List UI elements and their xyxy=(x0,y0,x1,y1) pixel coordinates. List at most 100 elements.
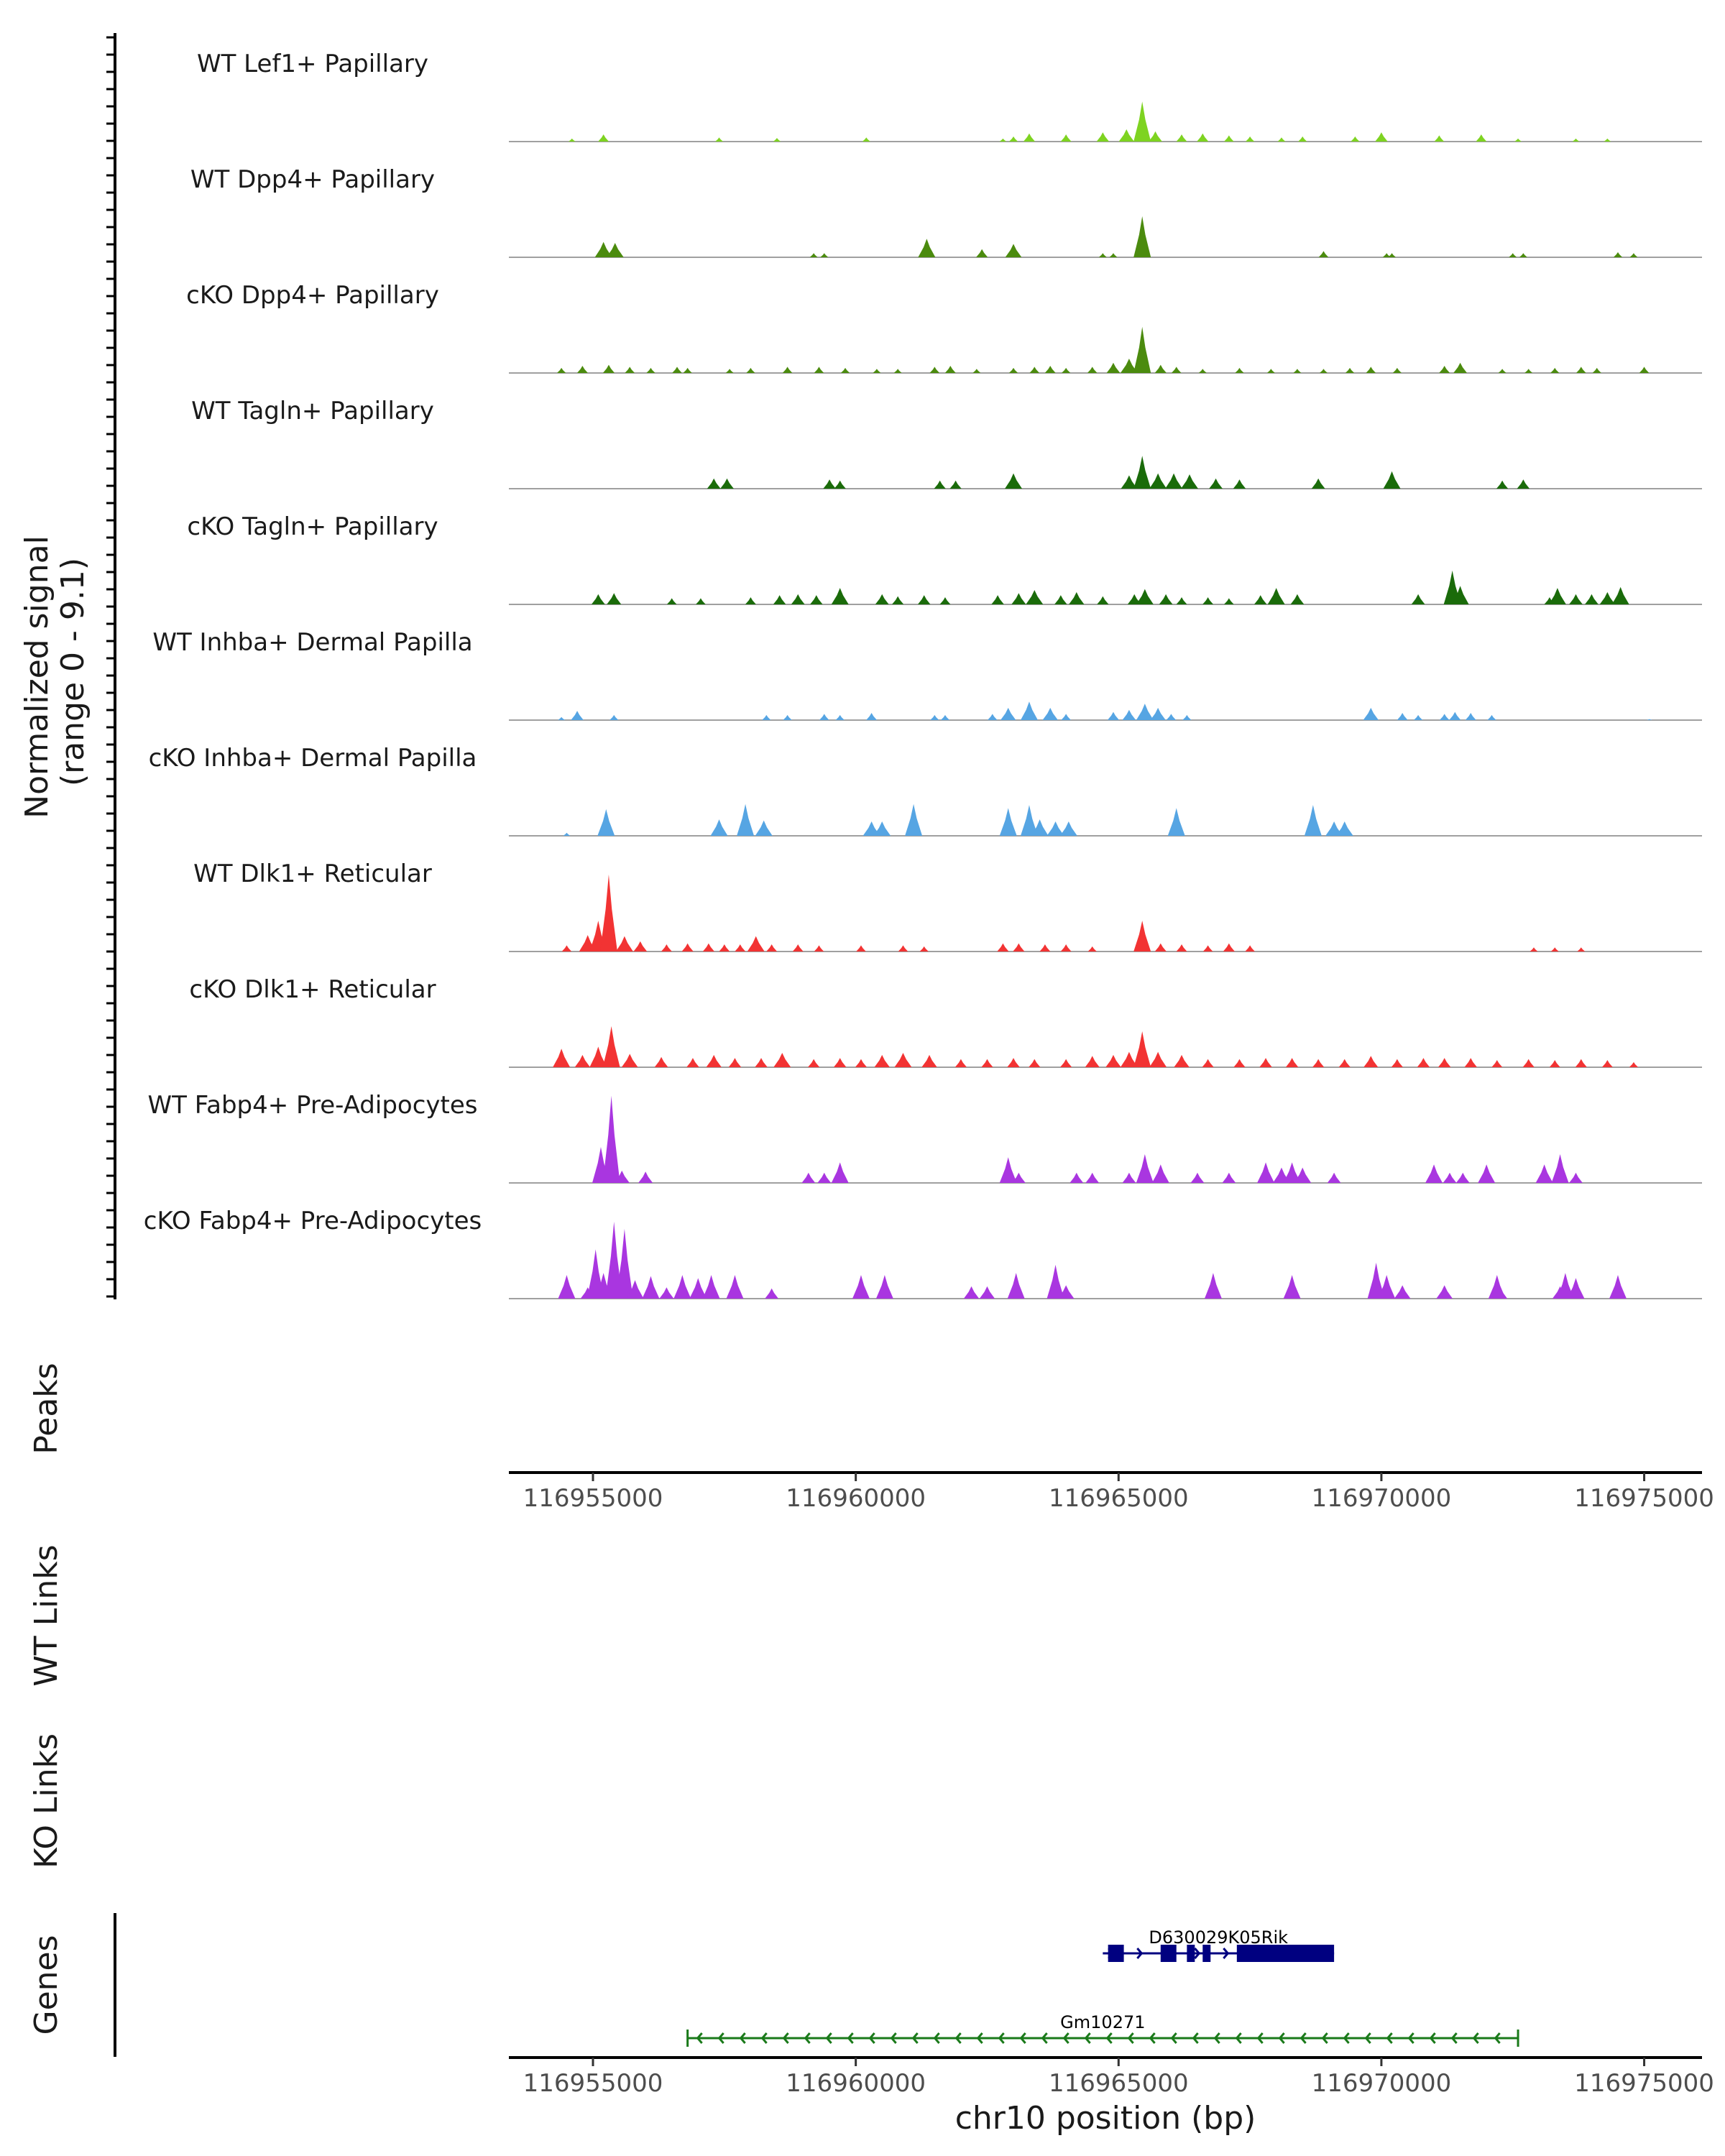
coverage-peak xyxy=(642,1276,660,1299)
track-label: WT Dpp4+ Papillary xyxy=(190,165,435,194)
coverage-peak xyxy=(1007,1273,1025,1299)
coverage-peak xyxy=(893,369,902,373)
coverage-peak xyxy=(875,594,889,604)
coverage-peak xyxy=(820,253,829,257)
strand-arrow xyxy=(976,2032,983,2044)
coverage-peak xyxy=(1042,707,1058,720)
coverage-peak xyxy=(1059,821,1077,836)
coverage-peak xyxy=(1136,704,1154,720)
coverage-peak xyxy=(605,1221,623,1299)
coverage-peak xyxy=(1222,1172,1236,1183)
coverage-peak xyxy=(1413,714,1423,720)
coverage-peak xyxy=(1283,1162,1301,1183)
coverage-peak xyxy=(747,936,765,952)
coverage-peak xyxy=(1118,129,1134,142)
track-1: WT Dpp4+ Papillary xyxy=(190,165,1702,258)
coverage-peak xyxy=(1498,369,1506,373)
coverage-peak xyxy=(702,1275,720,1299)
strand-arrow xyxy=(1194,1948,1201,1959)
coverage-peak xyxy=(840,367,850,373)
coverage-peak xyxy=(1639,367,1650,373)
coverage-peak xyxy=(1391,1059,1404,1067)
coverage-peak xyxy=(614,1170,630,1183)
strand-arrow xyxy=(1256,2032,1264,2044)
coverage-peak xyxy=(1061,367,1071,373)
coverage-peak xyxy=(856,945,866,952)
strand-arrow xyxy=(1343,2032,1350,2044)
coverage-peak xyxy=(1223,598,1234,604)
coverage-peak xyxy=(1392,367,1402,373)
coverage-peak xyxy=(940,714,950,720)
coverage-peak xyxy=(1285,1058,1299,1067)
coverage-peak xyxy=(1070,1172,1084,1183)
coverage-peak xyxy=(1417,1058,1430,1067)
coverage-peak xyxy=(1060,944,1072,952)
coverage-peak xyxy=(949,480,962,489)
coverage-peak xyxy=(1167,808,1185,836)
coverage-peak xyxy=(1550,947,1559,952)
coverage-peak xyxy=(1550,367,1560,373)
coverage-peak xyxy=(1054,595,1067,604)
coverage-peak xyxy=(1549,1060,1560,1067)
coverage-peak xyxy=(1443,1172,1457,1183)
genes-x-ticks: 116955000 116960000 116965000 116970000 1169… xyxy=(523,2058,1714,2098)
coverage-peak xyxy=(1233,479,1246,489)
coverage-peak xyxy=(919,946,929,952)
coverage-peak xyxy=(976,249,988,257)
coverage-y-axis xyxy=(106,33,116,1299)
track-9: WT Fabp4+ Pre-Adipocytes xyxy=(148,1091,1702,1184)
coverage-peak xyxy=(1556,1273,1574,1299)
coverage-peak xyxy=(725,369,734,373)
coverage-peak xyxy=(1436,1285,1453,1299)
coverage-peak xyxy=(1026,590,1044,604)
coverage-peak xyxy=(1318,251,1329,257)
exon-block xyxy=(1187,1945,1195,1962)
coverage-peak xyxy=(1005,244,1022,257)
coverage-peak xyxy=(944,366,956,373)
coverage-peak xyxy=(1176,944,1187,952)
track-2: cKO Dpp4+ Papillary xyxy=(186,281,1702,374)
coverage-peak xyxy=(766,944,778,952)
coverage-peak xyxy=(1294,1167,1312,1183)
coverage-peak xyxy=(1363,1056,1379,1067)
coverage-peak xyxy=(597,808,615,836)
coverage-peak xyxy=(862,137,870,142)
coverage-peak xyxy=(689,1278,707,1299)
coverage-peak xyxy=(831,1162,849,1183)
coverage-peak xyxy=(1223,943,1235,952)
coverage-peak xyxy=(1439,366,1450,373)
coverage-peak xyxy=(1363,707,1379,720)
gene-d630029k05rik: D630029K05Rik xyxy=(1103,1927,1335,1962)
coverage-peak xyxy=(801,1172,816,1183)
y-axis-title: Normalized signal (range 0 - 9.1) xyxy=(19,525,91,819)
coverage-peak xyxy=(1202,1059,1214,1067)
coverage-peak xyxy=(1382,253,1391,257)
coverage-peak xyxy=(735,944,746,952)
coverage-peak xyxy=(1008,136,1018,142)
coverage-peak xyxy=(1166,714,1177,720)
strand-arrow xyxy=(1149,2032,1156,2044)
coverage-peak xyxy=(1046,821,1064,836)
coverage-peak xyxy=(672,367,682,373)
strand-arrow xyxy=(1170,2032,1177,2044)
coverage-peak xyxy=(1548,588,1566,604)
coverage-peak xyxy=(1325,821,1343,836)
coverage-peak xyxy=(625,367,635,373)
coverage-peak xyxy=(1601,1060,1613,1067)
coverage-peak xyxy=(999,1157,1017,1183)
coverage-peak xyxy=(1611,586,1629,604)
coverage-peak xyxy=(1176,134,1187,142)
track-7: WT Dlk1+ Reticular xyxy=(193,860,1702,952)
strand-arrow xyxy=(1450,2032,1458,2044)
coverage-peak xyxy=(866,713,878,720)
coverage-peak xyxy=(1154,943,1167,952)
track-4: cKO Tagln+ Papillary xyxy=(187,512,1702,605)
coverage-peak xyxy=(1514,138,1522,142)
coverage-peak xyxy=(1257,1162,1275,1183)
coverage-peak xyxy=(1122,709,1136,720)
coverage-peak xyxy=(833,1058,847,1067)
coverage-peak xyxy=(1551,1154,1569,1183)
coverage-peak xyxy=(1613,252,1623,257)
coverage-peak xyxy=(762,714,771,720)
coverage-peak xyxy=(1133,216,1151,257)
